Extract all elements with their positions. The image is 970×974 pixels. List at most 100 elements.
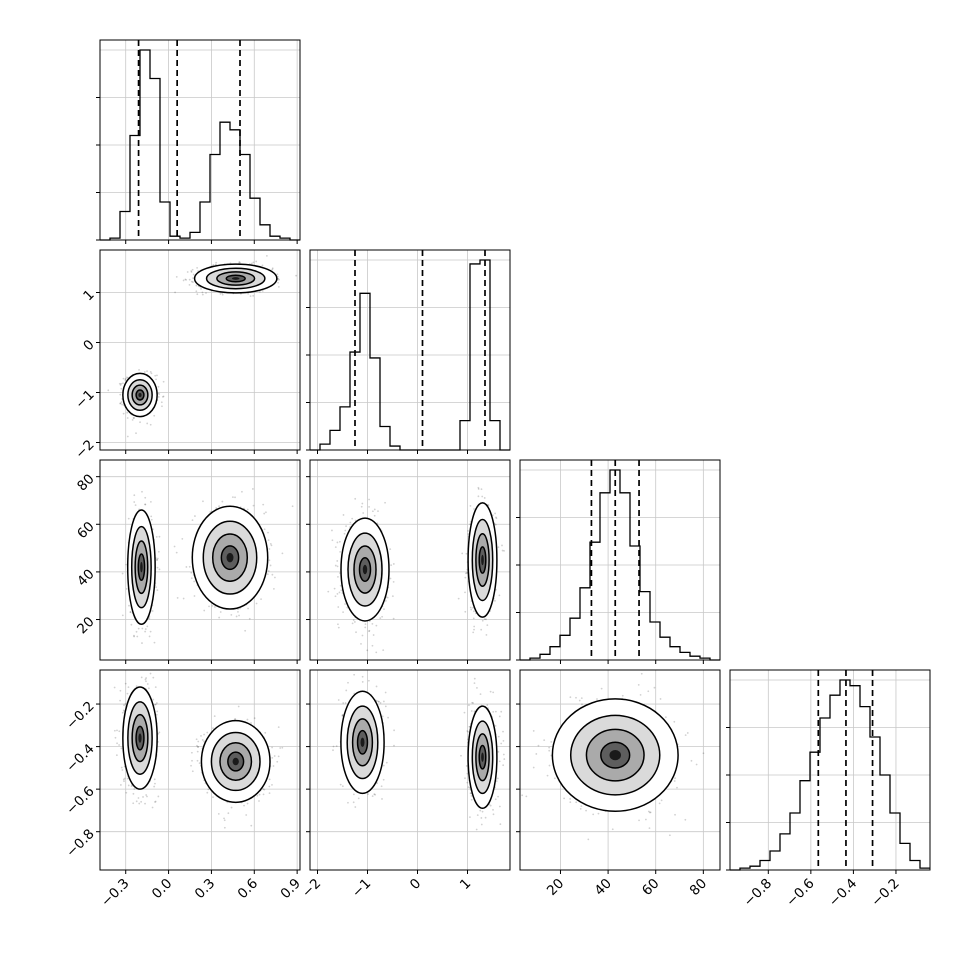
- sample-point: [379, 617, 381, 619]
- sample-point: [232, 496, 234, 498]
- sample-point: [174, 292, 176, 294]
- sample-point: [221, 501, 223, 503]
- sample-point: [271, 544, 273, 546]
- sample-point: [470, 609, 472, 611]
- sample-point: [295, 275, 297, 277]
- sample-point: [393, 618, 395, 620]
- sample-point: [127, 778, 129, 780]
- sample-point: [337, 576, 339, 578]
- sample-point: [158, 386, 160, 388]
- sample-point: [360, 643, 362, 645]
- sample-point: [377, 510, 379, 512]
- sample-point: [390, 578, 392, 580]
- sample-point: [187, 271, 189, 273]
- histogram-panel: [96, 40, 300, 240]
- sample-point: [337, 566, 339, 568]
- sample-point: [107, 389, 109, 391]
- sample-point: [368, 506, 370, 508]
- sample-point: [119, 403, 121, 405]
- sample-point: [362, 512, 364, 514]
- sample-point: [247, 608, 249, 610]
- sample-point: [464, 591, 466, 593]
- sample-point: [485, 618, 487, 620]
- sample-point: [267, 532, 269, 534]
- sample-point: [123, 378, 125, 380]
- sample-point: [155, 378, 157, 380]
- sample-point: [193, 581, 195, 583]
- sample-point: [375, 625, 377, 627]
- sample-point: [126, 412, 128, 414]
- sample-point: [486, 634, 488, 636]
- sample-point: [181, 538, 183, 540]
- sample-point: [212, 605, 214, 607]
- sample-point: [158, 731, 160, 733]
- sample-point: [480, 629, 482, 631]
- sample-point: [332, 539, 334, 541]
- sample-point: [238, 615, 240, 617]
- sample-point: [470, 607, 472, 609]
- sample-point: [384, 502, 386, 504]
- sample-point: [128, 605, 130, 607]
- sample-point: [331, 530, 333, 532]
- sample-point: [481, 488, 483, 490]
- sample-point: [142, 796, 144, 798]
- sample-point: [464, 577, 466, 579]
- sample-point: [268, 548, 270, 550]
- sample-point: [154, 778, 156, 780]
- sample-point: [125, 792, 127, 794]
- sample-point: [237, 611, 239, 613]
- sample-point: [176, 276, 178, 278]
- sample-point: [157, 558, 159, 560]
- sample-point: [466, 553, 468, 555]
- sample-point: [145, 679, 147, 681]
- sample-point: [503, 550, 505, 552]
- sample-point: [146, 625, 148, 627]
- sample-point: [145, 628, 147, 630]
- sample-point: [264, 528, 266, 530]
- joint-panel: [100, 660, 300, 870]
- sample-point: [195, 290, 197, 292]
- sample-point: [130, 611, 132, 613]
- sample-point: [244, 630, 246, 632]
- sample-point: [473, 508, 475, 510]
- sample-point: [131, 785, 133, 787]
- sample-point: [345, 525, 347, 527]
- sample-point: [192, 277, 194, 279]
- sample-point: [495, 524, 497, 526]
- sample-point: [189, 279, 191, 281]
- sample-point: [144, 631, 146, 633]
- sample-point: [484, 497, 486, 499]
- sample-point: [158, 551, 160, 553]
- density-fill: [481, 555, 484, 565]
- sample-point: [292, 505, 294, 507]
- sample-point: [278, 286, 280, 288]
- sample-point: [464, 611, 466, 613]
- sample-point: [337, 542, 339, 544]
- sample-point: [482, 620, 484, 622]
- sample-point: [327, 591, 329, 593]
- sample-point: [252, 488, 254, 490]
- sample-point: [222, 294, 224, 296]
- sample-point: [192, 281, 194, 283]
- sample-point: [159, 568, 161, 570]
- sample-point: [133, 793, 135, 795]
- sample-point: [130, 624, 132, 626]
- sample-point: [390, 564, 392, 566]
- sample-point: [381, 616, 383, 618]
- sample-point: [116, 742, 118, 744]
- sample-point: [220, 293, 222, 295]
- sample-point: [335, 565, 337, 567]
- sample-point: [163, 381, 165, 383]
- sample-point: [121, 401, 123, 403]
- sample-point: [141, 628, 143, 630]
- histogram-panel: [306, 250, 510, 450]
- sample-point: [122, 615, 124, 617]
- sample-point: [127, 417, 129, 419]
- sample-point: [372, 510, 374, 512]
- sample-point: [146, 423, 148, 425]
- sample-point: [132, 419, 134, 421]
- panel-content: [100, 250, 300, 450]
- sample-point: [478, 495, 480, 497]
- sample-point: [218, 505, 220, 507]
- sample-point: [141, 677, 143, 679]
